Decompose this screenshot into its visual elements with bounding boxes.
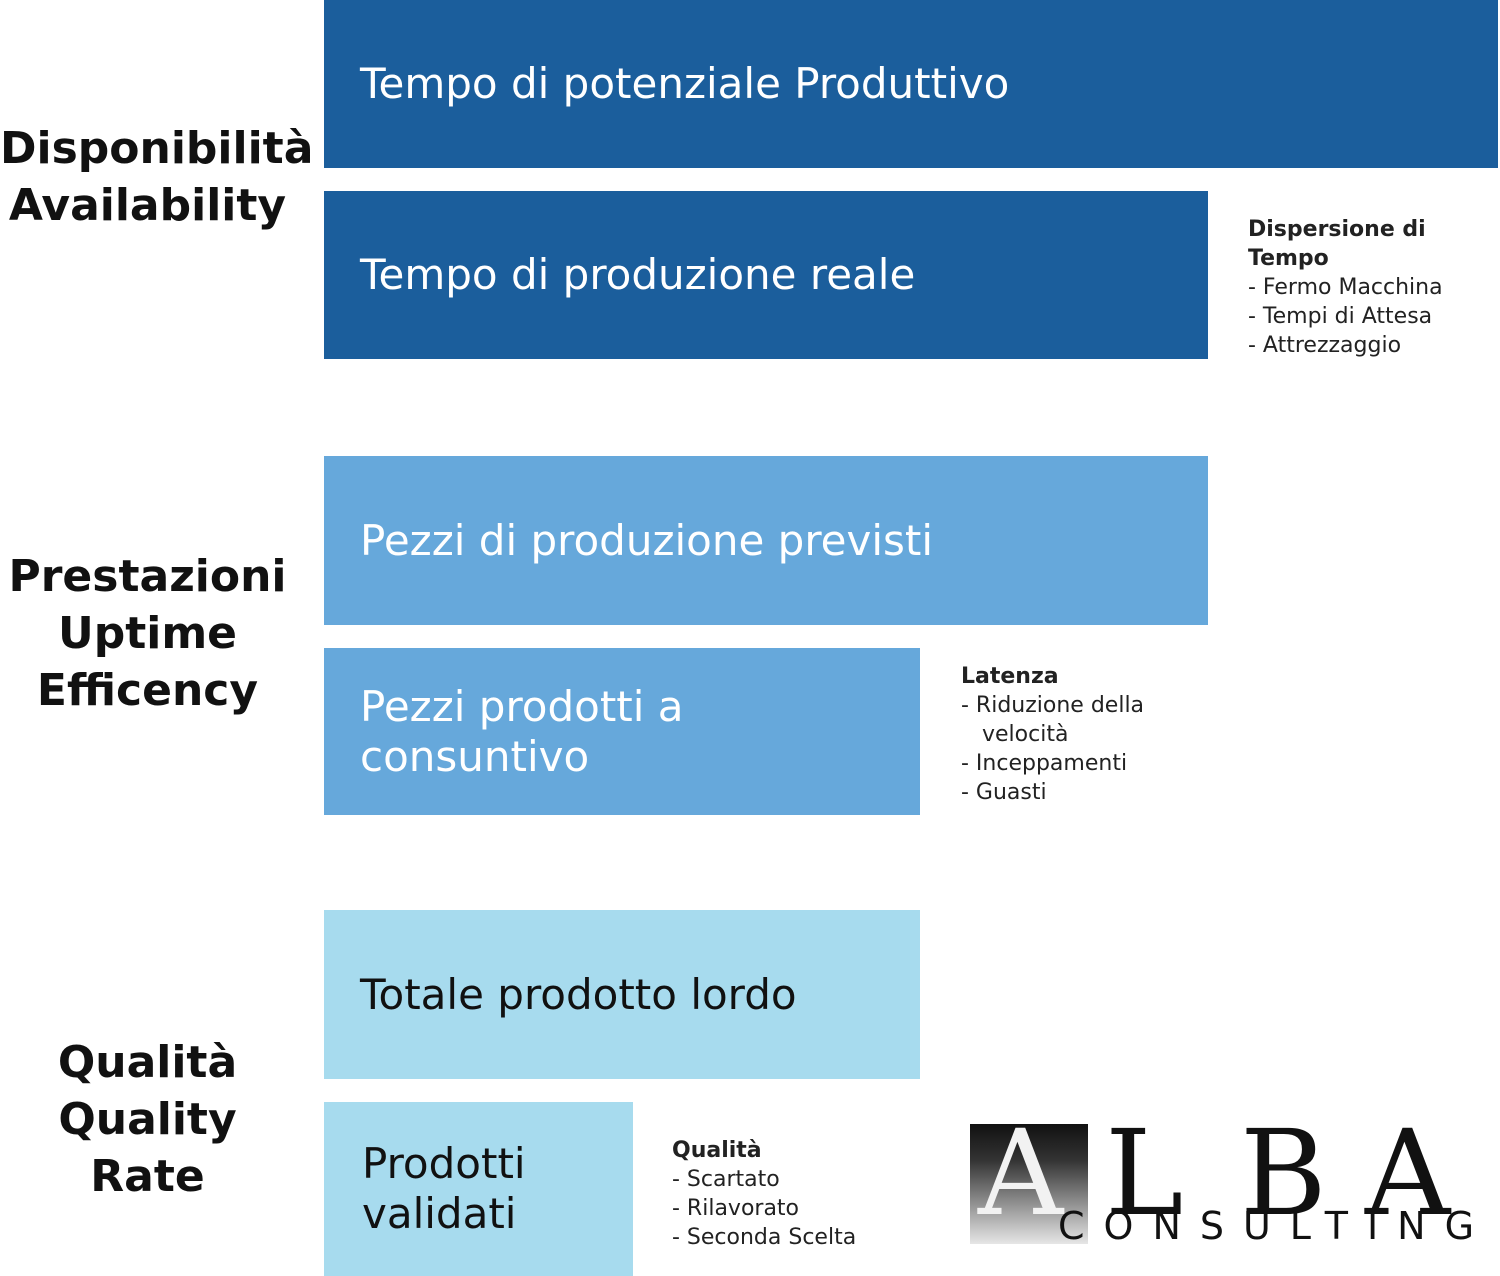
- bar-produced-pieces-text: Pezzi prodotti a consuntivo: [360, 682, 684, 782]
- note-latency-item: - Inceppamenti: [961, 751, 1128, 776]
- bar-potential-production-time-label: Tempo di potenziale Produttivo: [360, 59, 1010, 108]
- bar-produced-pieces-label-2: consuntivo: [360, 731, 590, 781]
- bar-produced-pieces-label-1: Pezzi prodotti a: [360, 681, 684, 731]
- bar-validated-products: Prodotti validati: [324, 1102, 633, 1276]
- note-latency-item: - Guasti: [961, 780, 1047, 805]
- note-time-loss-title: Dispersione di Tempo: [1248, 217, 1426, 271]
- bar-real-production-time: Tempo di produzione reale: [324, 191, 1208, 359]
- availability-label-it: Disponibilità: [0, 123, 314, 174]
- note-quality-title: Qualità: [672, 1138, 762, 1163]
- alba-consulting-logo: A L B A CONSULTING: [970, 1114, 1474, 1248]
- logo-letter-b: B: [1240, 1104, 1327, 1242]
- note-quality-item: - Scartato: [672, 1167, 780, 1192]
- bar-produced-pieces: Pezzi prodotti a consuntivo: [324, 648, 920, 815]
- availability-label-en: Availability: [8, 180, 287, 231]
- section-label-performance: Prestazioni Uptime Efficency: [0, 548, 295, 719]
- note-latency: Latenza - Riduzione della velocità - Inc…: [961, 662, 1144, 807]
- note-time-loss: Dispersione di Tempo - Fermo Macchina - …: [1248, 215, 1500, 360]
- bar-potential-production-time: Tempo di potenziale Produttivo: [324, 0, 1498, 168]
- bar-gross-total-produced: Totale prodotto lordo: [324, 910, 920, 1079]
- note-time-loss-item: - Attrezzaggio: [1248, 333, 1402, 358]
- quality-label-en: Quality Rate: [58, 1094, 237, 1202]
- logo-letter-l: L: [1105, 1104, 1184, 1242]
- performance-label-en-1: Uptime: [57, 608, 238, 659]
- note-quality-item: - Seconda Scelta: [672, 1225, 857, 1250]
- note-time-loss-item: - Fermo Macchina: [1248, 275, 1443, 300]
- logo-gradient-box: [970, 1124, 1088, 1244]
- bar-planned-pieces-label: Pezzi di produzione previsti: [360, 515, 934, 565]
- note-quality: Qualità - Scartato - Rilavorato - Second…: [672, 1136, 856, 1252]
- section-label-availability: Disponibilità Availability: [0, 120, 314, 234]
- bar-real-production-time-label: Tempo di produzione reale: [360, 250, 916, 299]
- logo-letter-a-first: A: [978, 1104, 1064, 1242]
- note-time-loss-item: - Tempi di Attesa: [1248, 304, 1433, 329]
- note-quality-item: - Rilavorato: [672, 1196, 800, 1221]
- logo-subtitle: CONSULTING: [1058, 1204, 1494, 1248]
- bar-validated-products-label-2: validati: [362, 1189, 517, 1238]
- bar-gross-total-produced-label: Totale prodotto lordo: [360, 969, 797, 1019]
- note-latency-item: velocità: [961, 722, 1069, 747]
- section-label-quality: Qualità Quality Rate: [0, 1034, 295, 1205]
- bar-planned-pieces: Pezzi di produzione previsti: [324, 456, 1208, 625]
- bar-validated-products-label-1: Prodotti: [362, 1139, 526, 1188]
- note-latency-item: - Riduzione della: [961, 693, 1145, 718]
- bar-validated-products-text: Prodotti validati: [362, 1139, 526, 1239]
- logo-letter-a-second: A: [1365, 1104, 1451, 1242]
- note-latency-title: Latenza: [961, 664, 1059, 689]
- quality-label-it: Qualità: [57, 1037, 238, 1088]
- performance-label-en-2: Efficency: [36, 665, 259, 716]
- performance-label-it: Prestazioni: [8, 551, 287, 602]
